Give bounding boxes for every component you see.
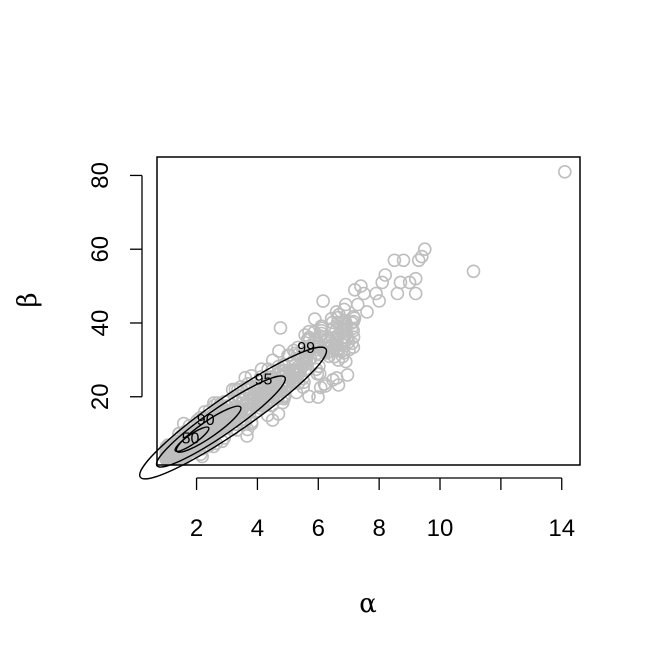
scatter-point	[357, 286, 371, 301]
points-layer	[159, 165, 572, 467]
x-tick-label: 14	[548, 515, 575, 542]
x-tick-label: 2	[190, 515, 203, 542]
scatter-point	[346, 340, 361, 355]
y-axis-title: β	[13, 292, 43, 307]
scatter-point	[273, 321, 288, 335]
y-tick-label: 20	[87, 383, 114, 410]
x-tick-label: 4	[251, 515, 264, 542]
scatter-point	[237, 412, 252, 426]
scatter-point	[411, 253, 426, 268]
scatter-point	[298, 349, 313, 363]
scatter-point	[417, 242, 432, 256]
x-tick-label: 8	[372, 515, 385, 542]
y-axis: 20 40 60 80	[87, 162, 143, 410]
scatter-point	[402, 275, 417, 290]
scatter-point	[414, 249, 429, 264]
scatter-point	[260, 390, 274, 405]
scatter-point	[276, 388, 291, 403]
scatter-point	[375, 275, 390, 290]
scatter-point	[390, 286, 405, 301]
scatter-point	[211, 402, 225, 417]
scatter-point	[307, 312, 322, 326]
contour-label-90: 90	[197, 412, 215, 429]
scatter-point	[159, 450, 174, 465]
scatter-point	[316, 294, 330, 308]
scatter-point	[466, 264, 481, 279]
scatter-point	[329, 305, 344, 319]
scatter-point	[310, 342, 325, 357]
scatter-point	[317, 377, 332, 391]
scatter-point	[339, 317, 354, 332]
scatter-point	[338, 354, 353, 369]
scatter-point	[331, 353, 346, 367]
scatter-point	[298, 328, 312, 342]
contour-label-95: 95	[255, 371, 273, 388]
x-axis-title: α	[359, 589, 377, 619]
y-tick-label: 60	[87, 236, 114, 263]
plot-frame	[156, 156, 581, 466]
scatter-point	[240, 429, 254, 443]
scatter-point	[313, 380, 328, 395]
scatter-point	[314, 323, 329, 338]
scatter-point	[271, 407, 286, 421]
x-axis: 2 4 6 8 10 14	[190, 477, 575, 542]
contour-label-50: 50	[182, 430, 200, 447]
scatter-point	[329, 323, 343, 338]
scatter-point	[378, 268, 393, 282]
scatter-point	[332, 307, 346, 322]
scatter-point	[396, 253, 411, 268]
scatter-point	[235, 396, 249, 411]
scatter-point	[290, 368, 304, 382]
scatter-point	[341, 335, 356, 350]
y-tick-label: 40	[87, 310, 114, 337]
scatter-point	[408, 286, 423, 301]
scatter-point	[183, 427, 198, 442]
scatter-point	[360, 305, 374, 319]
contour-line-99	[139, 346, 328, 480]
scatter-point	[297, 375, 311, 390]
x-tick-label: 6	[312, 515, 325, 542]
scatter-point	[372, 294, 387, 308]
scatter-point	[272, 382, 286, 396]
scatter-point	[335, 334, 350, 349]
scatter-point	[312, 359, 326, 374]
scatter-point	[291, 376, 306, 390]
scatter-point	[159, 446, 174, 461]
x-tick-label: 10	[427, 515, 454, 542]
scatter-point	[285, 363, 300, 377]
contour-line-50	[174, 426, 210, 453]
scatter-point	[331, 378, 346, 392]
scatter-point	[338, 297, 353, 312]
scatter-point	[256, 394, 271, 408]
scatter-point	[302, 389, 316, 404]
scatter-point	[244, 416, 259, 431]
scatter-point	[311, 390, 325, 404]
scatter-point	[387, 253, 402, 268]
scatter-point	[347, 282, 362, 297]
scatter-point	[330, 315, 345, 330]
scatter-point	[344, 316, 359, 330]
scatter-point	[195, 449, 209, 464]
y-tick-label: 80	[87, 162, 114, 189]
scatter-point	[219, 417, 233, 431]
scatter-point	[557, 165, 572, 179]
contour-label-99: 99	[297, 340, 315, 357]
